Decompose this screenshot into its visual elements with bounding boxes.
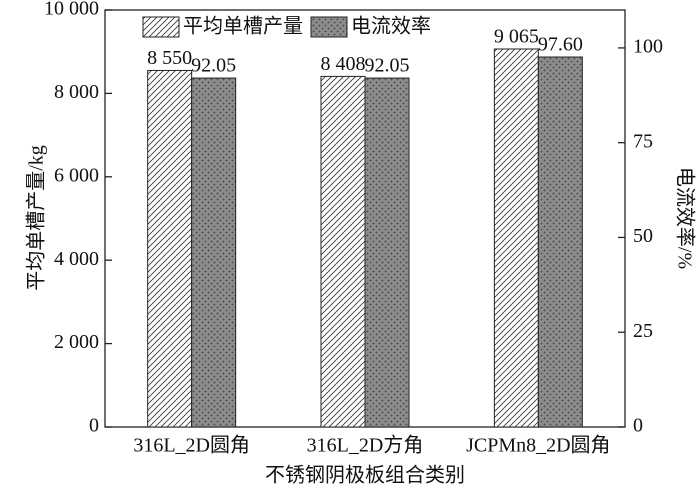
x-tick-label: 316L_2D圆角 bbox=[133, 434, 250, 457]
legend-swatch bbox=[142, 16, 180, 38]
y-tick-label: 8 000 bbox=[54, 81, 99, 103]
y2-tick-label: 0 bbox=[633, 415, 643, 437]
x-tick-label: 316L_2D方角 bbox=[307, 434, 424, 457]
value-label: 97.60 bbox=[538, 34, 583, 56]
y2-tick-label: 25 bbox=[633, 320, 653, 342]
y-tick-label: 4 000 bbox=[54, 248, 99, 270]
value-label: 92.05 bbox=[365, 55, 410, 77]
bar bbox=[191, 77, 237, 428]
y2-tick-label: 75 bbox=[633, 130, 653, 152]
legend-swatch bbox=[310, 16, 348, 38]
y2-axis-label: 电流效率/% bbox=[673, 167, 696, 269]
value-label: 9 065 bbox=[494, 26, 539, 48]
y2-tick-label: 100 bbox=[633, 36, 663, 58]
bar bbox=[493, 48, 539, 428]
value-label: 8 408 bbox=[321, 53, 366, 75]
x-tick-label: JCPMn8_2D圆角 bbox=[466, 434, 610, 457]
legend-label: 平均单槽产量 bbox=[183, 15, 303, 38]
y-axis-label: 平均单槽产量/kg bbox=[25, 145, 48, 291]
y2-tick-label: 50 bbox=[633, 225, 653, 247]
value-label: 8 550 bbox=[147, 47, 192, 69]
y-tick-label: 2 000 bbox=[54, 331, 99, 353]
legend-label: 电流效率 bbox=[351, 15, 431, 38]
value-label: 92.05 bbox=[191, 55, 236, 77]
x-axis-label: 不锈钢阴极板组合类别 bbox=[265, 464, 465, 487]
y-tick-label: 6 000 bbox=[54, 164, 99, 186]
y-tick-label: 10 000 bbox=[44, 0, 99, 20]
bar bbox=[147, 69, 193, 428]
bar bbox=[364, 77, 410, 428]
bar bbox=[537, 56, 583, 428]
bar bbox=[320, 75, 366, 428]
y-tick-label: 0 bbox=[89, 415, 99, 437]
